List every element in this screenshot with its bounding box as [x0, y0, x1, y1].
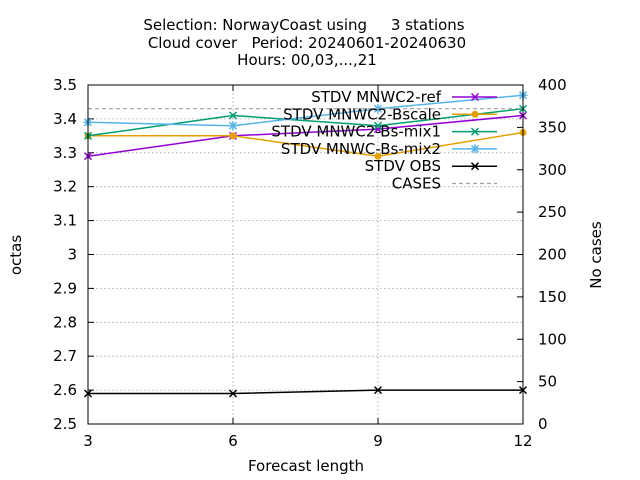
- y-tick-label: 3.1: [53, 212, 77, 230]
- data-point: [373, 125, 383, 134]
- y2-axis-label: No cases: [587, 221, 605, 289]
- legend-label: STDV MNWC2-Bscale: [283, 105, 441, 123]
- legend-label: STDV MNWC-Bs-mix2: [281, 140, 441, 158]
- y2-tick-label: 400: [538, 76, 567, 94]
- y2-tick-label: 150: [538, 288, 567, 306]
- series-line: [87, 114, 524, 157]
- axis-ticks: 3 6 9 12 2.5 2.6 2.7 2.8 2.9 3 3.1 3.2 3.3 3.4 3.5 0 50 1…: [53, 76, 567, 450]
- y2-tick-label: 0: [538, 415, 548, 433]
- y2-tick-label: 350: [538, 118, 567, 136]
- data-point: [373, 386, 383, 395]
- title-line-2: Cloud cover Period: 20240601-20240630: [148, 34, 466, 52]
- y-tick-label: 3.4: [53, 110, 77, 128]
- data-point: [374, 152, 382, 160]
- data-point: [228, 121, 238, 131]
- series-line: [87, 107, 524, 137]
- plot-frame: [87, 84, 524, 425]
- series-group: [83, 90, 528, 398]
- y-tick-label: 2.9: [53, 279, 77, 297]
- data-point: [470, 92, 480, 102]
- y-tick-label: 3.3: [53, 144, 77, 162]
- data-point: [470, 162, 480, 171]
- y-tick-label: 3: [67, 246, 77, 264]
- legend-label: STDV OBS: [365, 157, 441, 175]
- legend-item: STDV OBS: [365, 157, 497, 175]
- y2-tick-label: 50: [538, 373, 557, 391]
- legend-label: CASES: [392, 175, 441, 193]
- data-point: [471, 110, 479, 118]
- y2-tick-label: 300: [538, 161, 567, 179]
- legend-item: CASES: [392, 175, 497, 193]
- x-tick-label: 6: [228, 432, 238, 450]
- y2-tick-label: 100: [538, 330, 567, 348]
- legend-item: STDV MNWC2-ref: [311, 88, 497, 106]
- title-line-1: Selection: NorwayCoast using 3 stations: [143, 16, 464, 34]
- data-point: [373, 121, 383, 130]
- series-line: [88, 131, 524, 157]
- x-tick-label: 9: [373, 432, 383, 450]
- legend-item: STDV MNWC2-Bscale: [283, 105, 497, 123]
- data-point: [470, 127, 480, 136]
- series-line: [88, 389, 523, 395]
- series-2: [83, 104, 528, 140]
- data-point: [228, 389, 238, 398]
- y-tick-label: 2.5: [53, 415, 77, 433]
- title-line-3: Hours: 00,03,...,21: [237, 51, 377, 69]
- y-tick-label: 2.7: [53, 347, 77, 365]
- x-tick-label: 3: [83, 432, 93, 450]
- legend-label: STDV MNWC2-ref: [311, 88, 441, 106]
- legend-item: STDV MNWC-Bs-mix2: [281, 140, 497, 158]
- data-point: [228, 111, 238, 120]
- x-axis-label: Forecast length: [248, 457, 364, 475]
- grid: [88, 85, 523, 424]
- data-point: [229, 132, 237, 140]
- x-tick-label: 12: [513, 432, 532, 450]
- y-axis-label: octas: [7, 235, 25, 275]
- legend-item: STDV MNWC2-Bs-mix1: [271, 123, 497, 141]
- series-4: [83, 386, 528, 398]
- series-line: [87, 94, 524, 127]
- data-point: [470, 144, 480, 154]
- y2-tick-label: 250: [538, 203, 567, 221]
- y2-tick-label: 200: [538, 246, 567, 264]
- y-tick-label: 3.2: [53, 178, 77, 196]
- legend-label: STDV MNWC2-Bs-mix1: [271, 123, 441, 141]
- chart-title: Selection: NorwayCoast using 3 stations …: [143, 16, 466, 69]
- y-tick-label: 2.6: [53, 381, 77, 399]
- y-tick-label: 3.5: [53, 76, 77, 94]
- y-tick-label: 2.8: [53, 313, 77, 331]
